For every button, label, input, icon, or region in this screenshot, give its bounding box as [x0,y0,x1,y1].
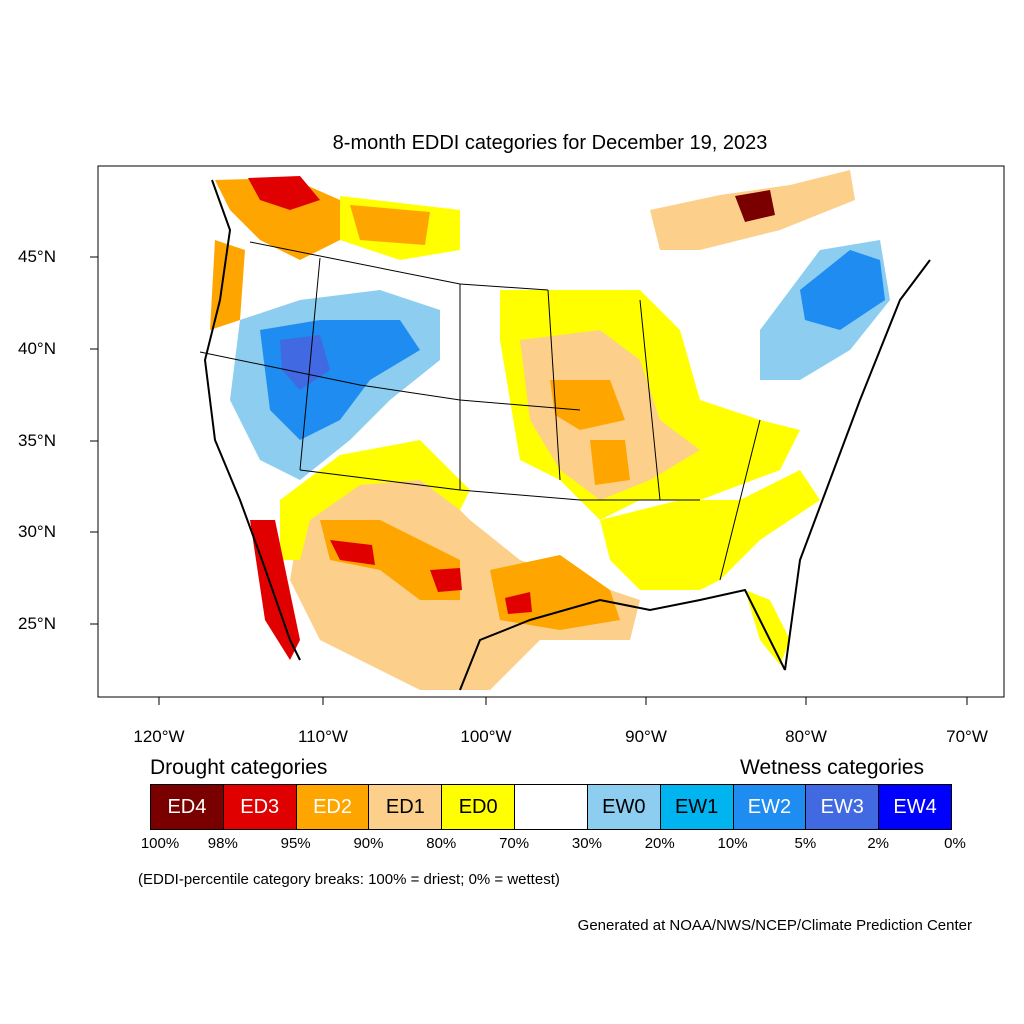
lon-label-100: 100°W [460,727,512,746]
legend-box-ed4: ED4 [150,784,224,830]
lat-label-25: 25°N [18,614,56,633]
lon-label-120: 120°W [133,727,185,746]
tick-marks [90,256,968,705]
percentile-label: 95% [280,835,311,852]
lon-label-70: 70°W [946,727,988,746]
chart-title: 8-month EDDI categories for December 19,… [332,132,768,154]
lat-label-30: 30°N [18,522,56,541]
ed3-texas [430,568,462,592]
ed2-missouri [590,440,630,485]
lat-label-45: 45°N [18,247,56,266]
percentile-label: 10% [717,835,748,852]
ed0-southeast [600,470,820,590]
legend-box-ed0: ED0 [441,784,516,830]
legend-box-ew0: EW0 [586,784,661,830]
credit-line: Generated at NOAA/NWS/NCEP/Climate Predi… [577,917,972,934]
percentile-label: 98% [207,835,238,852]
state-boundaries [199,241,761,581]
ed0-southwest-rim [280,440,470,560]
ed4-quebec [735,190,775,222]
ed3-baja [250,520,300,660]
ed3-newmexico [330,540,375,565]
percentile-label: 90% [353,835,384,852]
legend-box-ew3: EW3 [805,784,880,830]
ew2-maine [800,250,885,330]
legend-box-ed3: ED3 [222,784,297,830]
percentile-label: 2% [867,835,890,852]
legend-box-ew1: EW1 [659,784,734,830]
percentile-label: 0% [944,835,966,852]
legend-box-ew4: EW4 [878,784,952,830]
percentile-label: 80% [426,835,457,852]
legend-box-ed1: ED1 [368,784,443,830]
ed2-iowa [550,380,625,430]
map-frame [97,165,1005,698]
lat-label-40: 40°N [18,339,56,358]
lon-label-80: 80°W [785,727,827,746]
lat-label-35: 35°N [18,431,56,450]
ed2-montana [350,205,430,245]
legend-box-ew2: EW2 [732,784,807,830]
percentile-label: 5% [794,835,817,852]
ed3-central-texas [505,592,532,614]
ed3-northwest [248,176,320,210]
percentile-note: (EDDI-percentile category breaks: 100% =… [138,871,560,888]
percentile-label: 100% [140,835,180,852]
percentile-label: 20% [644,835,675,852]
lon-label-110: 110°W [298,727,348,746]
legend-box-ed2: ED2 [295,784,370,830]
coastlines [203,179,931,691]
drought-heading: Drought categories [150,756,328,779]
wetness-heading: Wetness categories [740,756,925,779]
ed0-florida [745,590,790,665]
ed2-newmexico [320,520,460,600]
percentile-label: 30% [571,835,602,852]
percentile-label: 70% [499,835,530,852]
lon-label-90: 90°W [625,727,667,746]
legend-box-normal [514,784,588,830]
